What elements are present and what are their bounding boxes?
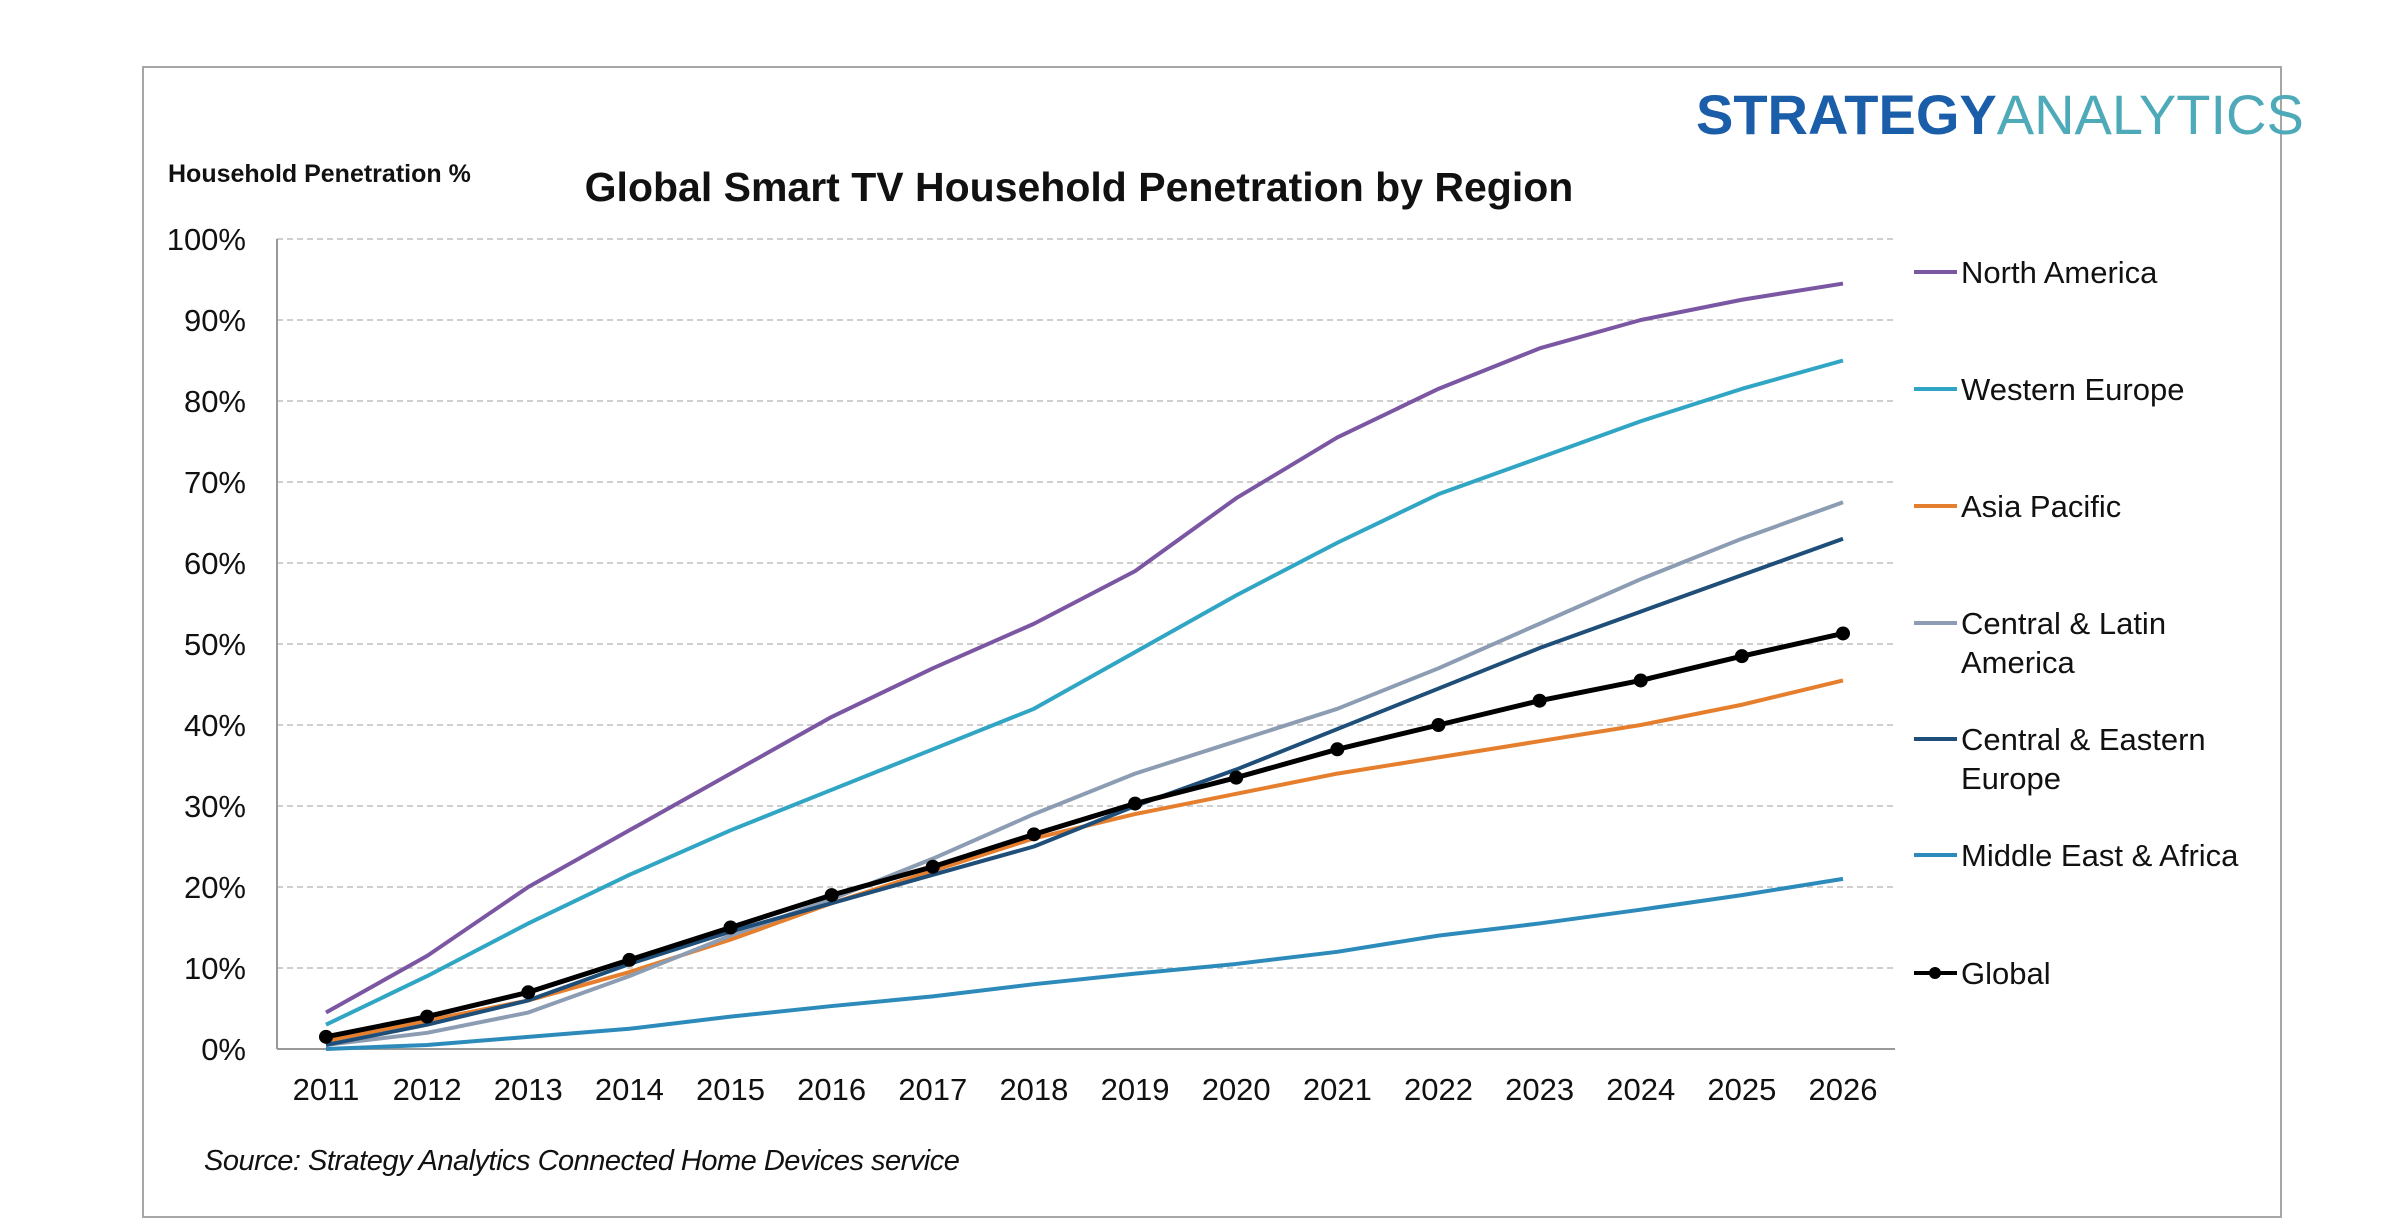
data-point: [1734, 649, 1749, 664]
source-note: Source: Strategy Analytics Connected Hom…: [204, 1145, 960, 1177]
x-tick-label: 2013: [494, 1072, 563, 1107]
data-point: [1431, 718, 1446, 732]
x-tick-label: 2011: [293, 1072, 360, 1107]
y-tick-label: 30%: [184, 789, 246, 824]
data-point: [1836, 626, 1850, 641]
x-tick-label: 2021: [1303, 1072, 1372, 1107]
y-tick-label: 50%: [184, 627, 246, 662]
x-tick-label: 2020: [1202, 1072, 1271, 1107]
data-point: [1026, 827, 1041, 842]
data-point: [723, 920, 738, 935]
data-point: [1532, 693, 1547, 708]
strategy-analytics-logo: STRATEGYANALYTICS: [1696, 82, 2304, 147]
data-point: [1229, 770, 1244, 785]
legend-label: Central & Latin: [1961, 606, 2166, 641]
x-tick-label: 2015: [696, 1072, 765, 1107]
logo-part-2: ANALYTICS: [1996, 83, 2304, 146]
legend-label: North America: [1961, 255, 2158, 290]
series-line-central-eastern-europe: [325, 536, 1844, 1047]
x-tick-label: 2017: [898, 1072, 967, 1107]
data-point: [521, 985, 536, 1000]
legend-label: Asia Pacific: [1961, 489, 2121, 524]
legend-marker: [1929, 967, 1941, 979]
legend-label: Global: [1961, 956, 2051, 991]
y-tick-label: 0%: [201, 1032, 246, 1067]
data-point: [420, 1009, 435, 1024]
x-tick-label: 2024: [1606, 1072, 1675, 1107]
legend-label: Western Europe: [1961, 372, 2184, 407]
series-line-north-america: [325, 281, 1844, 1015]
data-point: [925, 859, 940, 874]
data-point: [824, 888, 839, 903]
x-tick-label: 2014: [595, 1072, 664, 1107]
series-line-global: [325, 631, 1844, 1040]
data-point: [1128, 796, 1143, 811]
data-point: [622, 952, 637, 967]
series-line-asia-pacific: [325, 678, 1844, 1043]
chart-title: Global Smart TV Household Penetration by…: [584, 164, 1574, 210]
legend-label: America: [1961, 645, 2075, 680]
y-tick-label: 10%: [184, 951, 246, 986]
legend-label: Central & Eastern: [1961, 722, 2206, 757]
y-tick-label: 90%: [184, 303, 246, 338]
x-tick-label: 2018: [999, 1072, 1068, 1107]
legend-label: Middle East & Africa: [1961, 838, 2239, 873]
y-tick-label: 70%: [184, 465, 246, 500]
y-tick-label: 60%: [184, 546, 246, 581]
chart-frame: Global Smart TV Household Penetration by…: [142, 66, 2282, 1218]
series-line-western-europe: [325, 358, 1844, 1027]
x-tick-label: 2012: [393, 1072, 462, 1107]
logo-part-1: STRATEGY: [1696, 83, 1997, 146]
x-tick-label: 2019: [1101, 1072, 1170, 1107]
x-tick-label: 2023: [1505, 1072, 1574, 1107]
data-point: [1633, 673, 1648, 688]
series-line-central-latin-america: [325, 500, 1844, 1047]
x-tick-label: 2026: [1809, 1072, 1878, 1107]
data-point: [319, 1029, 333, 1044]
y-tick-label: 20%: [184, 870, 246, 905]
y-tick-label: 80%: [184, 384, 246, 419]
data-point: [1330, 742, 1345, 757]
x-tick-label: 2025: [1707, 1072, 1776, 1107]
x-tick-label: 2022: [1404, 1072, 1473, 1107]
y-axis-title: Household Penetration %: [168, 160, 471, 188]
y-tick-label: 100%: [167, 222, 246, 257]
legend-label: Europe: [1961, 761, 2061, 796]
x-tick-label: 2016: [797, 1072, 866, 1107]
y-tick-label: 40%: [184, 708, 246, 743]
series-line-middle-east-africa: [325, 876, 1844, 1051]
